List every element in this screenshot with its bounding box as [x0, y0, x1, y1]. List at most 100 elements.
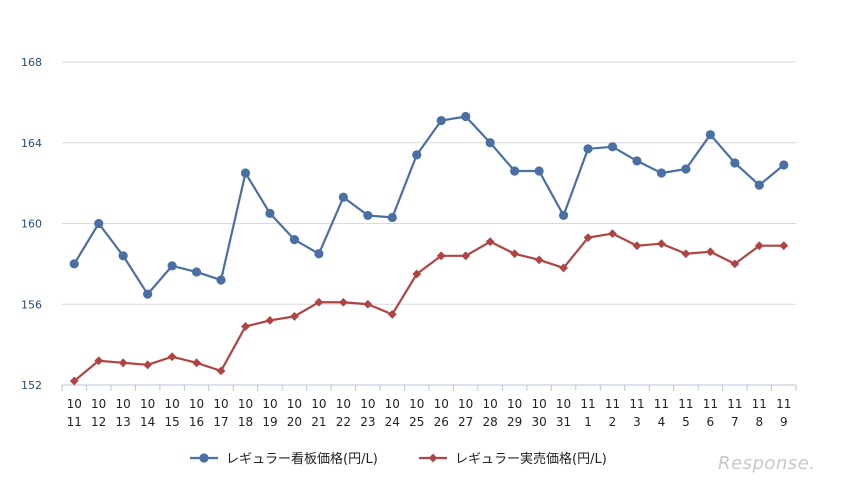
- data-point-series-1: [681, 164, 691, 174]
- data-point-series-1: [607, 142, 618, 152]
- data-point-series-1: [94, 218, 104, 229]
- x-tick-label-month: 10: [287, 397, 302, 411]
- y-axis: 152 156 160 164 168: [21, 56, 42, 392]
- data-point-series-2: [387, 309, 397, 319]
- data-point-series-1: [485, 138, 495, 148]
- data-point-series-1: [510, 166, 520, 176]
- data-point-series-2: [265, 316, 275, 325]
- x-tick-label-day: 25: [409, 415, 424, 429]
- x-tick-label-month: 10: [67, 397, 82, 411]
- x-tick-label-month: 11: [752, 397, 767, 411]
- legend-marker-1: [199, 453, 209, 463]
- data-point-series-2: [632, 241, 642, 251]
- x-tick-label-day: 6: [707, 415, 715, 429]
- y-tick-label: 164: [21, 137, 42, 150]
- x-tick-label-day: 15: [164, 415, 179, 429]
- data-point-series-2: [779, 241, 789, 251]
- data-point-series-1: [240, 168, 251, 178]
- data-point-series-2: [534, 255, 544, 265]
- data-point-series-2: [510, 249, 520, 259]
- x-tick-label-day: 14: [140, 415, 155, 429]
- x-tick-label-month: 10: [238, 397, 253, 411]
- x-tick-label-month: 11: [703, 397, 718, 411]
- x-tick-label-day: 17: [213, 415, 228, 429]
- data-point-series-1: [754, 180, 764, 190]
- data-point-series-1: [69, 259, 79, 269]
- x-tick-label-day: 16: [189, 415, 204, 429]
- x-tick-label-day: 12: [91, 415, 106, 429]
- x-tick-label-day: 20: [287, 415, 302, 429]
- y-tick-label: 168: [21, 56, 42, 69]
- x-tick-label-day: 22: [336, 415, 351, 429]
- data-point-series-2: [705, 247, 715, 257]
- data-point-series-1: [558, 210, 569, 221]
- x-tick-label-day: 24: [385, 415, 400, 429]
- x-tick-label-month: 10: [189, 397, 204, 411]
- x-tick-label-day: 11: [67, 415, 82, 429]
- data-point-series-1: [265, 208, 275, 219]
- data-point-series-2: [363, 299, 373, 309]
- x-tick-label-month: 11: [678, 397, 693, 411]
- watermark-logo: Response.: [718, 453, 816, 474]
- x-tick-label-month: 10: [483, 397, 498, 411]
- data-point-series-1: [191, 267, 202, 277]
- x-tick-label-month: 10: [409, 397, 424, 411]
- x-tick-label-day: 27: [458, 415, 473, 429]
- x-tick-label-day: 3: [633, 415, 641, 429]
- x-tick-label-day: 5: [682, 415, 690, 429]
- legend-label-1: レギュラー看板価格(円/L): [226, 451, 378, 467]
- data-point-series-2: [461, 251, 471, 261]
- data-point-series-1: [338, 192, 348, 202]
- x-tick-label-month: 10: [262, 397, 277, 411]
- series-line-2: [73, 232, 784, 382]
- data-point-series-1: [118, 251, 128, 261]
- data-point-series-2: [436, 251, 446, 261]
- data-point-series-2: [608, 229, 617, 238]
- x-tick-label-day: 9: [780, 415, 788, 429]
- data-point-series-1: [632, 156, 642, 166]
- x-tick-label-day: 29: [507, 415, 522, 429]
- x-tick-label-month: 10: [213, 397, 228, 411]
- data-point-series-1: [656, 168, 667, 178]
- x-tick-label-month: 11: [654, 397, 669, 411]
- x-tick-label-day: 31: [556, 415, 571, 429]
- x-tick-label-month: 10: [116, 397, 131, 411]
- data-point-series-2: [118, 358, 128, 368]
- data-point-series-2: [412, 269, 422, 279]
- x-tick-label-month: 10: [507, 397, 522, 411]
- data-point-series-2: [657, 239, 666, 249]
- series-group: [69, 111, 789, 386]
- x-tick-label-month: 10: [556, 397, 571, 411]
- x-axis: 1011101210131014101510161017101810191020…: [61, 385, 797, 429]
- grid-lines: [62, 61, 796, 386]
- data-point-series-2: [681, 249, 691, 259]
- x-tick-label-day: 7: [731, 415, 739, 429]
- x-tick-label-day: 8: [755, 415, 763, 429]
- data-point-series-1: [534, 166, 544, 176]
- x-tick-label-day: 21: [311, 415, 326, 429]
- x-tick-label-month: 10: [311, 397, 326, 411]
- data-point-series-2: [241, 322, 250, 331]
- data-point-series-2: [192, 358, 201, 368]
- data-point-series-2: [314, 297, 324, 307]
- x-tick-label-day: 30: [531, 415, 546, 429]
- data-point-series-1: [461, 111, 471, 122]
- data-point-series-1: [216, 275, 226, 285]
- x-tick-label-month: 10: [458, 397, 473, 411]
- data-point-series-1: [583, 144, 593, 154]
- y-tick-label: 160: [21, 218, 42, 231]
- x-tick-label-day: 4: [658, 415, 666, 429]
- data-point-series-2: [94, 356, 104, 366]
- data-point-series-2: [583, 233, 593, 243]
- x-tick-label-month: 10: [336, 397, 351, 411]
- data-point-series-1: [436, 115, 446, 126]
- data-point-series-2: [485, 237, 495, 247]
- data-point-series-2: [559, 263, 568, 273]
- data-point-series-2: [730, 259, 740, 269]
- data-point-series-2: [69, 376, 79, 386]
- x-tick-label-month: 11: [727, 397, 742, 411]
- data-point-series-2: [754, 241, 764, 251]
- data-point-series-2: [338, 297, 348, 307]
- data-point-series-1: [167, 261, 177, 271]
- data-point-series-1: [363, 210, 373, 221]
